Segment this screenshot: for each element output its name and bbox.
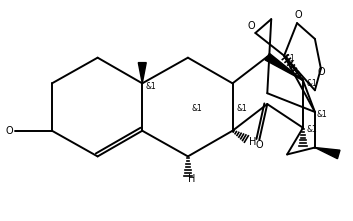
Text: &1: &1 [237,103,247,112]
Polygon shape [138,63,146,83]
Text: &1: &1 [307,79,318,88]
Text: O: O [247,21,255,31]
Text: H: H [188,174,196,184]
Text: &1: &1 [317,110,328,119]
Text: &1: &1 [284,54,295,63]
Text: O: O [294,10,302,20]
Text: O: O [256,140,263,150]
Text: O: O [6,126,13,136]
Text: &1: &1 [145,82,156,91]
Text: H: H [249,137,256,147]
Text: O: O [317,67,325,78]
Polygon shape [265,53,303,80]
Text: &1: &1 [192,103,203,112]
Text: &1: &1 [307,125,318,134]
Polygon shape [315,148,340,159]
